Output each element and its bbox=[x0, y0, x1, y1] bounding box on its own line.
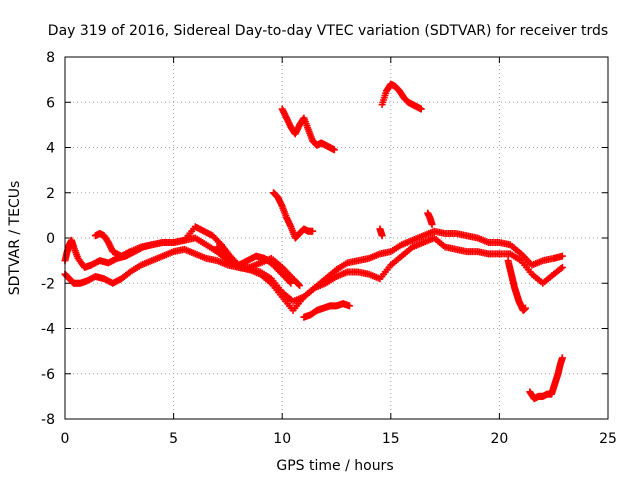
data-point bbox=[557, 265, 565, 273]
data-point bbox=[558, 252, 566, 260]
x-tick-label: 0 bbox=[61, 431, 70, 447]
axis-ticks bbox=[64, 56, 609, 420]
y-tick-label: -6 bbox=[41, 367, 55, 383]
grid-lines bbox=[65, 57, 608, 419]
y-tick-labels: 8 6 4 2 0 -2 -4 -6 -8 bbox=[41, 50, 55, 428]
series-track-e bbox=[300, 300, 354, 321]
plot-frame bbox=[64, 56, 609, 420]
series-track-h bbox=[378, 80, 425, 113]
y-tick-label: 0 bbox=[46, 231, 55, 247]
x-tick-label: 10 bbox=[273, 431, 291, 447]
data-point bbox=[521, 304, 529, 312]
data-points bbox=[61, 80, 566, 403]
data-point bbox=[287, 279, 295, 287]
x-tick-label: 5 bbox=[169, 431, 178, 447]
y-tick-label: -8 bbox=[41, 412, 55, 428]
series-track-k bbox=[376, 209, 436, 240]
data-point bbox=[296, 282, 304, 290]
x-tick-label: 25 bbox=[599, 431, 617, 447]
y-tick-label: -2 bbox=[41, 276, 55, 292]
y-tick-label: 8 bbox=[46, 50, 55, 66]
data-point bbox=[346, 302, 354, 310]
series-track-d bbox=[213, 243, 304, 290]
y-tick-label: 2 bbox=[46, 186, 55, 202]
x-tick-labels: 0 5 10 15 20 25 bbox=[61, 431, 617, 447]
data-point bbox=[294, 280, 302, 288]
y-tick-label: 4 bbox=[46, 141, 55, 157]
x-tick-label: 20 bbox=[490, 431, 508, 447]
data-point bbox=[417, 105, 425, 113]
data-point bbox=[558, 354, 566, 362]
series-track-i bbox=[504, 257, 529, 314]
y-axis-label: SDTVAR / TECUs bbox=[7, 181, 23, 296]
y-tick-label: 6 bbox=[46, 95, 55, 111]
data-point bbox=[330, 146, 338, 154]
chart-title: Day 319 of 2016, Sidereal Day-to-day VTE… bbox=[48, 23, 608, 39]
data-point bbox=[309, 227, 317, 235]
y-tick-label: -4 bbox=[41, 322, 55, 338]
series-track-g bbox=[278, 105, 338, 154]
data-point bbox=[428, 220, 436, 228]
series-track-j bbox=[526, 354, 566, 403]
x-tick-label: 15 bbox=[382, 431, 400, 447]
data-point bbox=[558, 263, 566, 271]
data-point bbox=[378, 232, 386, 240]
x-axis-label: GPS time / hours bbox=[276, 458, 393, 474]
series-track-f bbox=[270, 189, 317, 242]
